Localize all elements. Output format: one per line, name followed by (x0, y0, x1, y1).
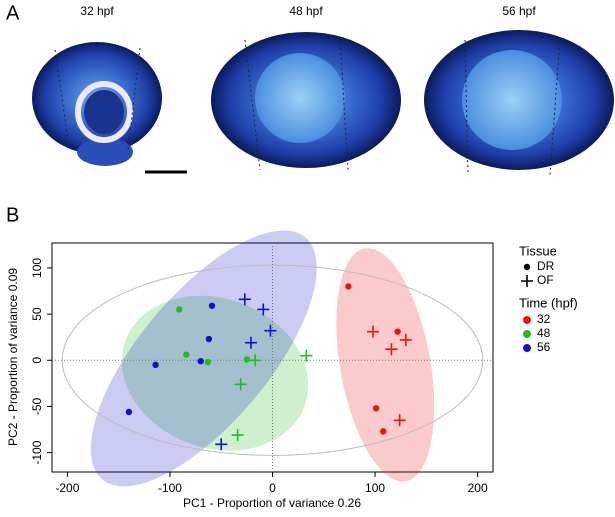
cross (264, 324, 277, 337)
eye-image (32, 42, 187, 174)
eye-image (424, 30, 614, 176)
legend-title: Time (hpf) (519, 295, 578, 310)
cross (244, 336, 257, 349)
image-title: 48 hpf (289, 4, 323, 18)
cross (385, 343, 398, 356)
panel-label: B (6, 204, 19, 226)
legend-swatch (523, 330, 531, 338)
cross (393, 414, 406, 427)
cross (367, 325, 380, 338)
legend-label: 56 (537, 340, 551, 354)
y-tick-label: 100 (30, 258, 44, 278)
dot (204, 358, 212, 366)
x-tick-label: -200 (55, 481, 79, 495)
dot (523, 263, 531, 271)
dot (372, 405, 380, 412)
dot (197, 357, 204, 365)
y-tick-label: -100 (30, 440, 44, 464)
dot (243, 356, 251, 363)
dot (205, 335, 213, 343)
confidence-ellipse (90, 230, 317, 487)
x-tick-label: 0 (269, 481, 276, 495)
cross (234, 378, 247, 391)
x-tick-label: 100 (365, 481, 385, 495)
cross (238, 293, 251, 306)
x-tick-label: -100 (158, 481, 182, 495)
y-tick-label: 50 (30, 307, 44, 321)
cross (257, 303, 270, 316)
legend-swatch (523, 344, 531, 352)
dot (208, 302, 216, 309)
dot (183, 351, 190, 358)
dot (380, 428, 387, 435)
cross (215, 438, 228, 451)
y-axis-label: PC2 - Proportion of variance 0.09 (6, 268, 20, 446)
dot (394, 328, 401, 335)
x-tick-label: 200 (468, 481, 488, 495)
cross (231, 429, 244, 442)
image-title: 56 hpf (502, 4, 536, 18)
dot (152, 361, 159, 369)
cross (300, 349, 313, 362)
dot (125, 408, 133, 416)
x-axis-label: PC1 - Proportion of variance 0.26 (183, 496, 361, 510)
cross (249, 354, 262, 367)
legend-label: 48 (537, 326, 551, 340)
dot (345, 283, 352, 290)
legend-swatch (523, 316, 531, 324)
confidence-ellipse (61, 264, 484, 456)
legend-label: OF (537, 273, 554, 287)
cross (521, 275, 533, 287)
cross (399, 333, 412, 346)
image-title: 32 hpf (80, 4, 114, 18)
confidence-ellipse (336, 248, 435, 482)
eye-image (211, 32, 401, 171)
y-tick-label: -50 (30, 397, 44, 415)
y-tick-label: 0 (30, 357, 44, 364)
legend-label: 32 (537, 312, 551, 326)
panel-label: A (6, 2, 20, 24)
confidence-ellipse (121, 295, 309, 451)
legend-title: Tissue (519, 243, 557, 258)
legend-label: DR (537, 259, 555, 273)
dot (175, 306, 183, 313)
